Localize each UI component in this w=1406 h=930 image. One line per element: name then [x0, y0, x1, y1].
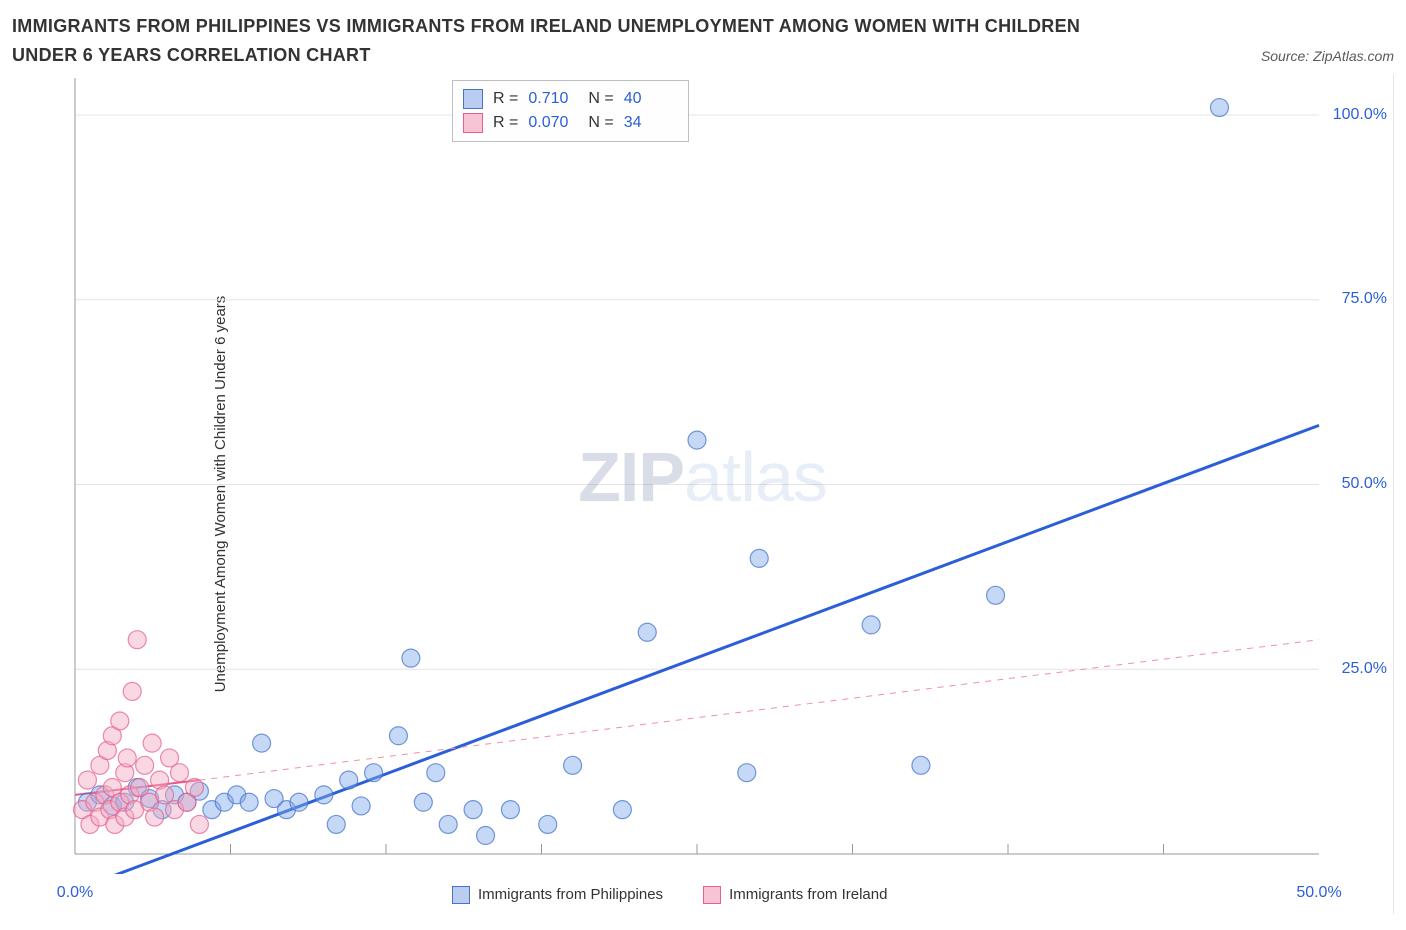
legend-swatch [703, 886, 721, 904]
stats-legend-box: R = 0.710 N = 40 R = 0.070 N = 34 [452, 80, 689, 142]
r-value: 0.070 [528, 111, 578, 135]
legend-label: Immigrants from Ireland [729, 886, 887, 903]
chart-area: Unemployment Among Women with Children U… [12, 74, 1394, 914]
x-tick-label: 50.0% [1296, 884, 1341, 902]
legend-swatch [452, 886, 470, 904]
y-tick-label: 50.0% [1342, 475, 1387, 493]
series-swatch [463, 89, 483, 109]
stats-row: R = 0.710 N = 40 [463, 87, 674, 111]
y-tick-label: 25.0% [1342, 660, 1387, 678]
y-tick-label: 75.0% [1342, 290, 1387, 308]
r-value: 0.710 [528, 87, 578, 111]
legend-label: Immigrants from Philippines [478, 886, 663, 903]
source-label: Source: ZipAtlas.com [1261, 48, 1394, 70]
n-label: N = [588, 111, 613, 135]
y-tick-label: 100.0% [1333, 106, 1387, 124]
chart-title: IMMIGRANTS FROM PHILIPPINES VS IMMIGRANT… [12, 12, 1112, 70]
r-label: R = [493, 111, 518, 135]
series-swatch [463, 113, 483, 133]
r-label: R = [493, 87, 518, 111]
scatter-plot [67, 74, 1327, 874]
legend-item: Immigrants from Philippines [452, 886, 663, 904]
x-tick-label: 0.0% [57, 884, 93, 902]
n-label: N = [588, 87, 613, 111]
stats-row: R = 0.070 N = 34 [463, 111, 674, 135]
chart-header: IMMIGRANTS FROM PHILIPPINES VS IMMIGRANT… [12, 12, 1394, 70]
bottom-legend: Immigrants from Philippines Immigrants fr… [452, 886, 887, 904]
legend-item: Immigrants from Ireland [703, 886, 887, 904]
n-value: 34 [624, 111, 674, 135]
n-value: 40 [624, 87, 674, 111]
